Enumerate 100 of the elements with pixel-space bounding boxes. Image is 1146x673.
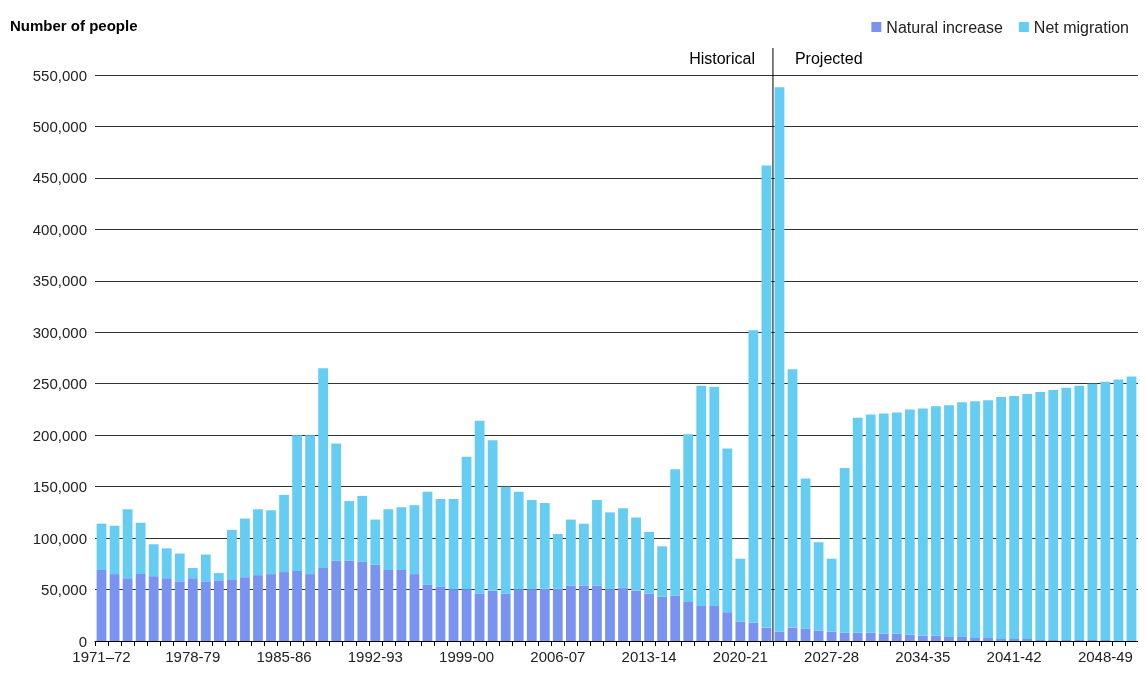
y-tick-label: 300,000 bbox=[32, 323, 87, 341]
y-tick-label: 500,000 bbox=[32, 117, 87, 135]
bar bbox=[227, 529, 237, 580]
bar bbox=[774, 87, 785, 632]
bar bbox=[917, 635, 928, 641]
bar bbox=[422, 584, 433, 641]
bar bbox=[227, 579, 237, 641]
bar bbox=[409, 505, 420, 575]
bar bbox=[461, 456, 472, 590]
bar bbox=[657, 596, 668, 641]
bar bbox=[787, 369, 798, 628]
x-tick-label: 1978-79 bbox=[165, 648, 221, 665]
bar bbox=[213, 580, 224, 641]
bar bbox=[917, 408, 928, 636]
bar bbox=[513, 589, 524, 641]
bar bbox=[722, 448, 733, 613]
bar bbox=[826, 558, 837, 632]
bar bbox=[800, 478, 811, 629]
bar bbox=[1022, 394, 1033, 639]
text: Projected bbox=[794, 49, 863, 67]
bar bbox=[448, 589, 459, 641]
bar bbox=[474, 420, 485, 594]
bar bbox=[670, 595, 681, 641]
x-tick-label: 1999-00 bbox=[439, 648, 495, 665]
bar bbox=[1009, 638, 1020, 641]
bar bbox=[213, 573, 224, 581]
bar bbox=[748, 622, 759, 641]
bar bbox=[852, 632, 863, 641]
y-tick-label: 200,000 bbox=[32, 426, 87, 444]
y-tick-label: 250,000 bbox=[32, 375, 87, 393]
bar bbox=[957, 402, 967, 637]
x-tick-label: 2041-42 bbox=[986, 648, 1042, 665]
y-tick-label: 350,000 bbox=[32, 272, 87, 290]
bar bbox=[852, 417, 863, 633]
bar bbox=[1022, 638, 1033, 641]
bar bbox=[435, 498, 446, 587]
bar bbox=[344, 560, 355, 641]
bar bbox=[253, 509, 263, 576]
bar bbox=[318, 368, 329, 568]
bar bbox=[722, 612, 733, 641]
bar bbox=[970, 401, 980, 638]
bar bbox=[957, 636, 967, 641]
bar bbox=[526, 589, 537, 641]
bar bbox=[761, 165, 772, 628]
y-tick-label: 400,000 bbox=[32, 220, 87, 238]
bar bbox=[474, 593, 485, 641]
bar bbox=[448, 498, 459, 590]
bar bbox=[813, 542, 824, 631]
bar bbox=[305, 574, 316, 641]
bar bbox=[292, 435, 302, 572]
bar bbox=[996, 397, 1006, 639]
bar bbox=[579, 523, 589, 586]
bar bbox=[592, 500, 602, 586]
bar bbox=[500, 486, 511, 594]
bar bbox=[96, 523, 107, 570]
bar bbox=[279, 494, 289, 573]
bar bbox=[200, 581, 211, 641]
bar bbox=[644, 593, 654, 641]
bar bbox=[865, 632, 876, 641]
bar bbox=[383, 569, 394, 641]
bar bbox=[970, 637, 980, 641]
bar bbox=[1087, 383, 1098, 640]
bar bbox=[200, 554, 211, 582]
bar bbox=[631, 517, 641, 591]
bar bbox=[826, 631, 837, 641]
bar bbox=[839, 468, 850, 633]
bar bbox=[552, 588, 563, 641]
bar bbox=[1048, 389, 1059, 640]
bar bbox=[696, 606, 707, 641]
bar bbox=[409, 574, 420, 641]
x-tick-label: 2020-21 bbox=[712, 648, 768, 665]
y-tick-label: 150,000 bbox=[32, 478, 87, 496]
bar bbox=[683, 601, 694, 641]
bar bbox=[357, 561, 368, 641]
bar bbox=[396, 507, 407, 570]
bar bbox=[904, 634, 915, 641]
bar bbox=[383, 509, 394, 570]
bar bbox=[644, 531, 654, 594]
bar bbox=[1100, 381, 1111, 640]
bar bbox=[735, 558, 746, 622]
bar bbox=[670, 469, 681, 596]
bar bbox=[526, 500, 537, 590]
bar bbox=[696, 385, 707, 607]
bar bbox=[1113, 379, 1124, 641]
y-tick-label: 50,000 bbox=[41, 581, 87, 599]
bar bbox=[618, 587, 628, 641]
bar bbox=[148, 544, 159, 577]
bar bbox=[1009, 396, 1020, 639]
bar bbox=[161, 578, 172, 641]
bar bbox=[904, 409, 915, 635]
bar bbox=[605, 512, 615, 590]
bar bbox=[318, 567, 329, 641]
bar bbox=[513, 491, 524, 590]
y-axis-title: Number of people bbox=[10, 17, 138, 34]
bar bbox=[487, 440, 498, 591]
bar bbox=[552, 533, 563, 589]
bar bbox=[1035, 391, 1046, 640]
x-tick-label: 2013-14 bbox=[621, 648, 677, 665]
bar bbox=[1061, 387, 1072, 640]
bar bbox=[435, 586, 446, 641]
